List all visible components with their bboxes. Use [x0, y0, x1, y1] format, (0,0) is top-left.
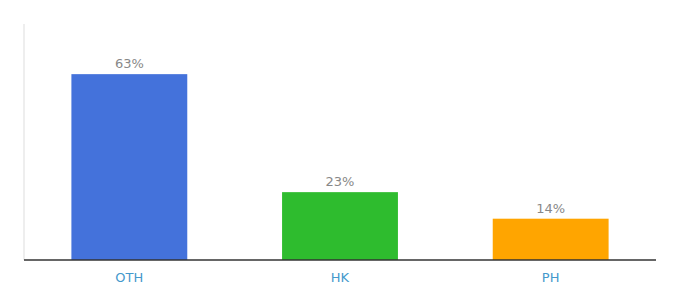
bar	[493, 219, 609, 260]
x-axis-line	[24, 259, 656, 261]
chart-container: 63% 23% 14% OTH HK PH	[0, 0, 680, 300]
x-tick-label: HK	[331, 270, 350, 285]
x-tick-label: PH	[542, 270, 560, 285]
chart-svg: 63% 23% 14% OTH HK PH	[0, 0, 680, 300]
bar	[282, 192, 398, 260]
bar	[71, 74, 187, 260]
data-label: 14%	[536, 201, 565, 216]
data-label: 23%	[326, 174, 355, 189]
bars	[71, 74, 608, 260]
data-label: 63%	[115, 56, 144, 71]
value-axis-line	[24, 24, 25, 260]
page: {"chart_data": {"type": "bar", "categori…	[0, 0, 680, 300]
x-tick-label: OTH	[115, 270, 143, 285]
